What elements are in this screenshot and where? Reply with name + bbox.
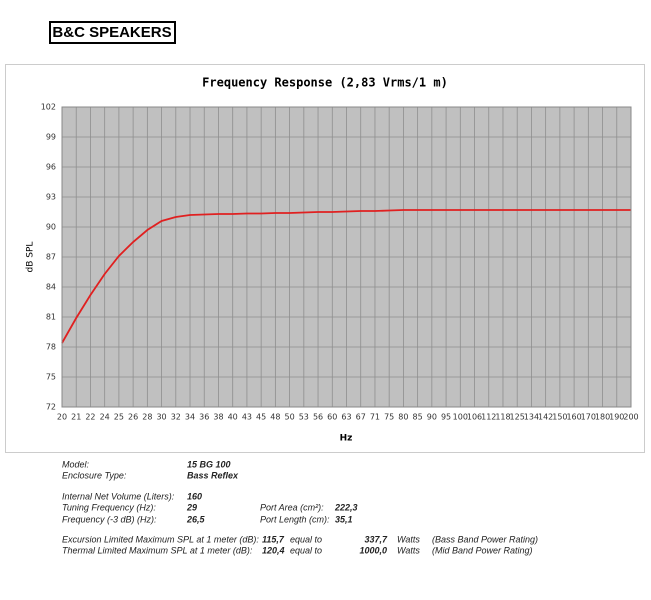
x-tick-label: 125	[510, 413, 525, 422]
spec-label: Enclosure Type:	[62, 470, 127, 480]
spec-label: Thermal Limited Maximum SPL at 1 meter (…	[62, 545, 253, 555]
x-tick-label: 30	[156, 413, 166, 422]
x-tick-label: 34	[185, 413, 195, 422]
x-tick-label: 36	[199, 413, 209, 422]
x-tick-label: 25	[114, 413, 124, 422]
spec-text: Watts	[397, 534, 420, 544]
x-axis-label: Hz	[340, 434, 353, 444]
x-tick-label: 20	[57, 413, 67, 422]
x-tick-label: 95	[441, 413, 451, 422]
spec-label: Tuning Frequency (Hz):	[62, 502, 156, 512]
spec-label: Excursion Limited Maximum SPL at 1 meter…	[62, 534, 259, 544]
x-tick-label: 60	[327, 413, 337, 422]
spec-note: (Bass Band Power Rating)	[432, 534, 538, 544]
y-tick-label: 75	[46, 373, 56, 382]
x-tick-label: 56	[313, 413, 323, 422]
x-tick-label: 67	[356, 413, 366, 422]
x-tick-label: 22	[85, 413, 95, 422]
spec-label: Frequency (-3 dB) (Hz):	[62, 514, 157, 524]
y-tick-label: 72	[46, 403, 56, 412]
y-tick-label: 87	[46, 253, 56, 262]
x-tick-label: 118	[495, 413, 510, 422]
spec-value: 1000,0	[359, 545, 387, 555]
x-tick-label: 180	[595, 413, 610, 422]
specs: Model: 15 BG 100 Enclosure Type: Bass Re…	[62, 459, 538, 555]
y-tick-label: 90	[46, 223, 56, 232]
x-tick-label: 160	[566, 413, 581, 422]
spec-text: Watts	[397, 545, 420, 555]
y-tick-label: 99	[46, 133, 56, 142]
x-tick-label: 71	[370, 413, 380, 422]
spec-value: Bass Reflex	[187, 470, 239, 480]
spec-value: 115,7	[262, 534, 285, 544]
y-axis-label: dB SPL	[26, 242, 36, 273]
x-tick-label: 43	[242, 413, 252, 422]
spec-label: Port Length (cm):	[260, 514, 330, 524]
x-tick-label: 26	[128, 413, 138, 422]
spec-text: equal to	[290, 545, 322, 555]
spec-value: 120,4	[262, 545, 285, 555]
x-tick-label: 134	[524, 413, 539, 422]
spec-label: Internal Net Volume (Liters):	[62, 491, 175, 501]
x-tick-label: 80	[398, 413, 408, 422]
logo-box	[49, 21, 176, 44]
y-tick-label: 81	[46, 313, 56, 322]
y-tick-label: 78	[46, 343, 56, 352]
logo: B&C SPEAKERS	[52, 24, 171, 41]
x-tick-label: 40	[228, 413, 238, 422]
x-tick-label: 50	[285, 413, 295, 422]
x-tick-label: 190	[609, 413, 624, 422]
spec-label: Port Area (cm²):	[260, 502, 324, 512]
x-tick-label: 90	[427, 413, 437, 422]
y-tick-label: 96	[46, 163, 56, 172]
spec-value: 337,7	[364, 534, 388, 544]
x-tick-label: 32	[171, 413, 181, 422]
y-tick-label: 102	[41, 103, 56, 112]
x-tick-label: 38	[213, 413, 223, 422]
x-tick-label: 63	[341, 413, 351, 422]
spec-value: 29	[186, 502, 197, 512]
x-tick-label: 48	[270, 413, 280, 422]
plot: 20 21 22 24 25 26 28 30 32 34 36 38 40 43 45 48 50 53 56 60…	[41, 103, 639, 422]
x-tick-label: 150	[552, 413, 567, 422]
spec-value: 26,5	[186, 514, 206, 524]
chart-title: Frequency Response (2,83 Vrms/1 m)	[202, 76, 448, 90]
spec-label: Model:	[62, 459, 90, 469]
spec-value: 222,3	[334, 502, 358, 512]
x-tick-label: 28	[142, 413, 152, 422]
x-tick-label: 24	[100, 413, 110, 422]
x-tick-label: 200	[623, 413, 638, 422]
y-tick-label: 93	[46, 193, 56, 202]
x-tick-label: 45	[256, 413, 266, 422]
line-series	[61, 209, 631, 344]
x-tick-label: 112	[481, 413, 496, 422]
spec-value: 15 BG 100	[187, 459, 231, 469]
y-tick-label: 84	[46, 283, 56, 292]
spec-value: 35,1	[335, 514, 353, 524]
x-tick-label: 85	[413, 413, 423, 422]
x-tick-label: 106	[467, 413, 482, 422]
x-tick-label: 53	[299, 413, 309, 422]
x-tick-label: 100	[453, 413, 468, 422]
spec-value: 160	[187, 491, 202, 501]
spec-text: equal to	[290, 534, 322, 544]
x-tick-label: 75	[384, 413, 394, 422]
x-tick-label: 21	[71, 413, 81, 422]
x-tick-label: 142	[538, 413, 553, 422]
x-tick-label: 170	[581, 413, 596, 422]
plot-border	[61, 106, 632, 408]
spec-note: (Mid Band Power Rating)	[432, 545, 533, 555]
